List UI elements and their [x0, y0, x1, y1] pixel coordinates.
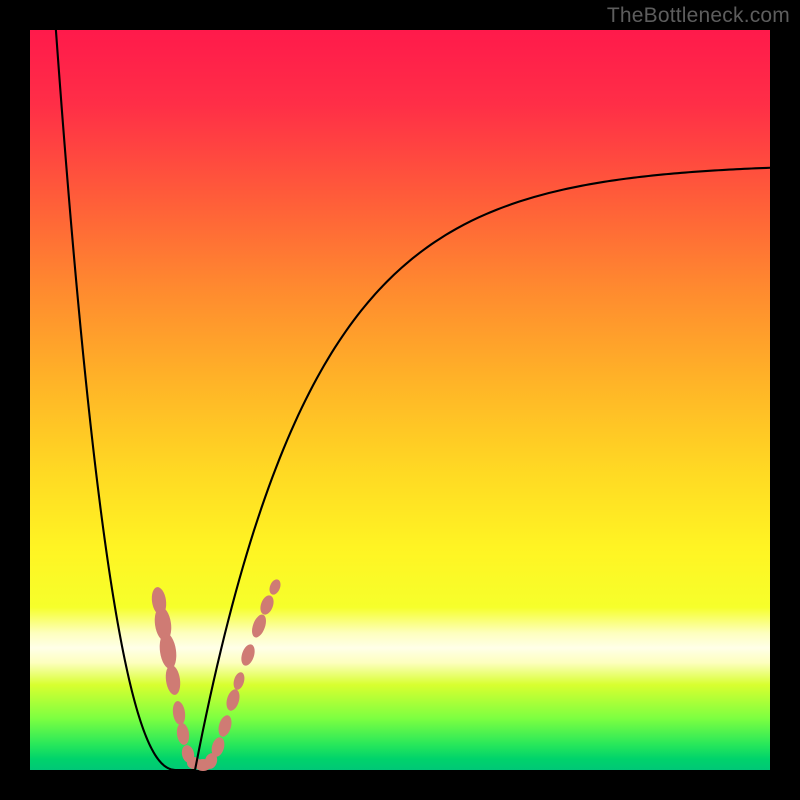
plot-background	[30, 30, 770, 770]
chart-stage: TheBottleneck.com	[0, 0, 800, 800]
bottleneck-chart	[0, 0, 800, 800]
